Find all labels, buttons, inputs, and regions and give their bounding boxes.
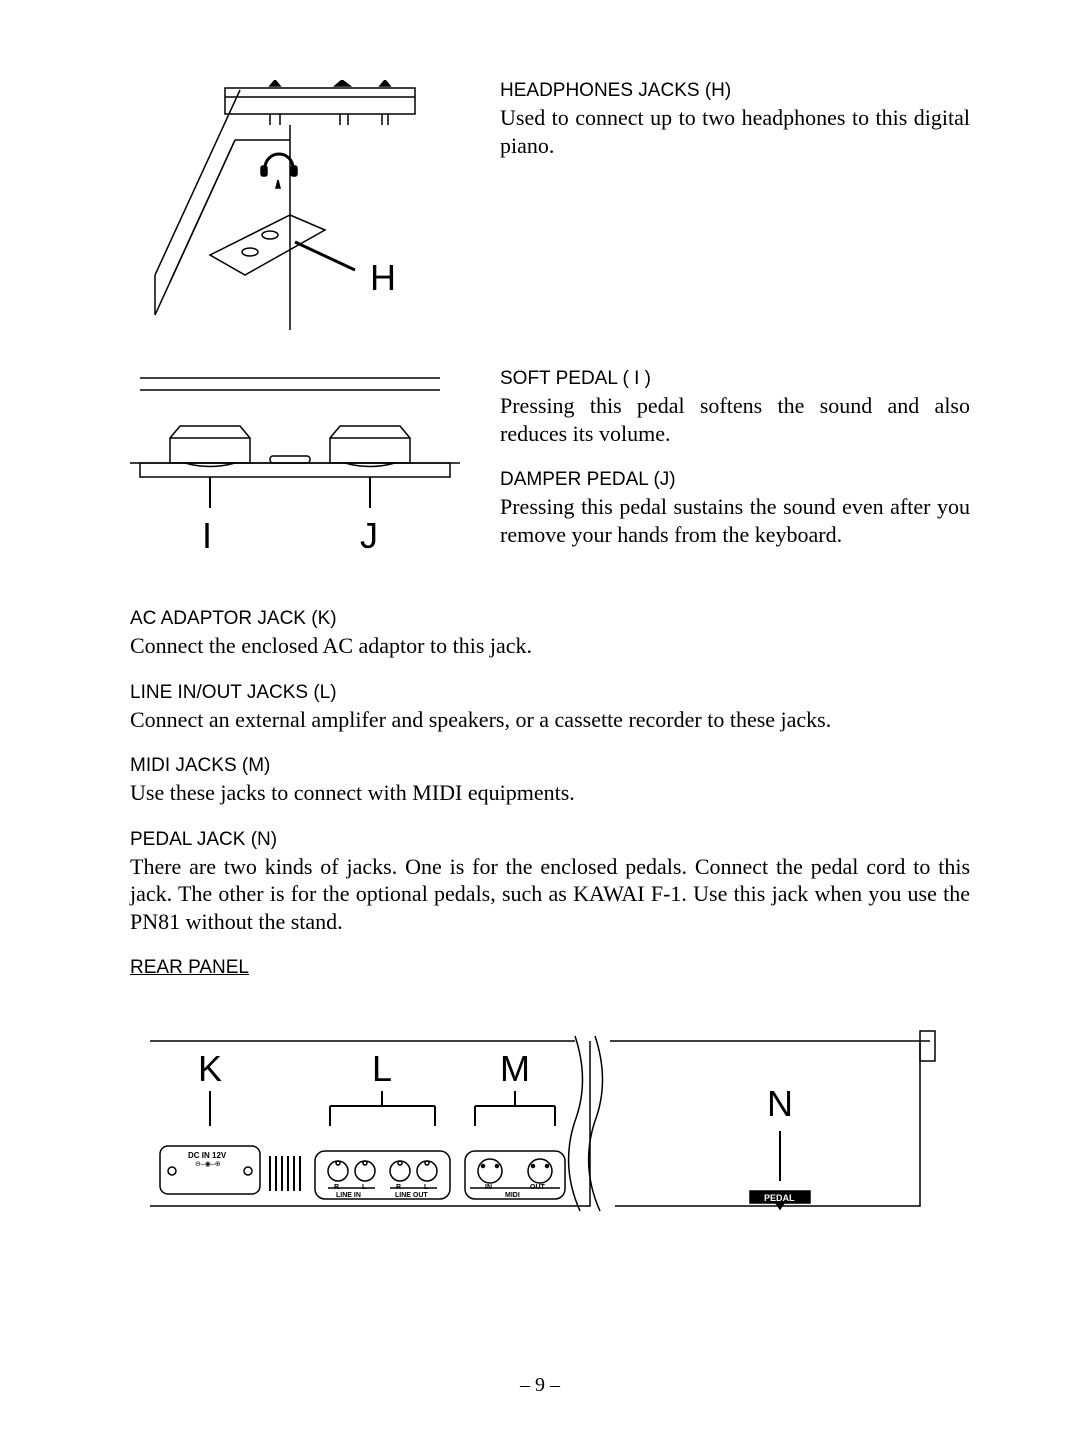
ac-section: AC ADAPTOR JACK (K) Connect the enclosed… — [130, 608, 970, 660]
rear-panel-diagram: K L M N DC IN 12V ⊖–◉–⊕ R L LINE IN R L … — [150, 991, 970, 1241]
svg-text:⊖–◉–⊕: ⊖–◉–⊕ — [195, 1161, 221, 1168]
linein-label: LINE IN — [336, 1192, 361, 1199]
lineout-r: R — [396, 1184, 401, 1191]
midi-out: OUT — [530, 1184, 546, 1191]
h-label: H — [370, 257, 396, 298]
dcin-label: DC IN 12V — [188, 1151, 227, 1160]
i-label: I — [202, 515, 212, 556]
damper-body: Pressing this pedal sustains the sound e… — [500, 493, 970, 548]
ac-body: Connect the enclosed AC adaptor to this … — [130, 632, 970, 660]
softpedal-heading: SOFT PEDAL ( I ) — [500, 368, 970, 390]
pedal-body: There are two kinds of jacks. One is for… — [130, 853, 970, 936]
n-label: N — [767, 1083, 793, 1124]
midi-in: IN — [485, 1184, 492, 1191]
m-label: M — [500, 1048, 530, 1089]
softpedal-body: Pressing this pedal softens the sound an… — [500, 392, 970, 447]
rear-panel-heading: REAR PANEL — [130, 957, 970, 979]
page-number: – 9 – — [0, 1374, 1080, 1397]
linein-l: L — [362, 1184, 367, 1191]
headphones-body: Used to connect up to two headphones to … — [500, 104, 970, 159]
midi-section: MIDI JACKS (M) Use these jacks to connec… — [130, 755, 970, 807]
headphones-heading: HEADPHONES JACKS (H) — [500, 80, 970, 102]
midi-label: MIDI — [505, 1192, 520, 1199]
lineout-label: LINE OUT — [395, 1192, 428, 1199]
ac-heading: AC ADAPTOR JACK (K) — [130, 608, 970, 630]
k-label: K — [198, 1048, 222, 1089]
midi-heading: MIDI JACKS (M) — [130, 755, 970, 777]
j-label: J — [360, 515, 378, 556]
pedal-heading: PEDAL JACK (N) — [130, 829, 970, 851]
headphones-row: H HEADPHONES JACKS (H) Used to connect u… — [130, 80, 970, 340]
midi-body: Use these jacks to connect with MIDI equ… — [130, 779, 970, 807]
pedal-label: PEDAL — [764, 1193, 795, 1203]
lineout-l: L — [424, 1184, 429, 1191]
pedals-row: I J SOFT PEDAL ( I ) Pressing this pedal… — [130, 368, 970, 568]
line-heading: LINE IN/OUT JACKS (L) — [130, 682, 970, 704]
linein-r: R — [334, 1184, 339, 1191]
pedal-section: PEDAL JACK (N) There are two kinds of ja… — [130, 829, 970, 936]
line-section: LINE IN/OUT JACKS (L) Connect an externa… — [130, 682, 970, 734]
pedals-diagram: I J — [130, 368, 480, 568]
headphones-diagram: H — [130, 80, 480, 340]
line-body: Connect an external amplifer and speaker… — [130, 706, 970, 734]
damper-heading: DAMPER PEDAL (J) — [500, 469, 970, 491]
l-label: L — [372, 1048, 392, 1089]
